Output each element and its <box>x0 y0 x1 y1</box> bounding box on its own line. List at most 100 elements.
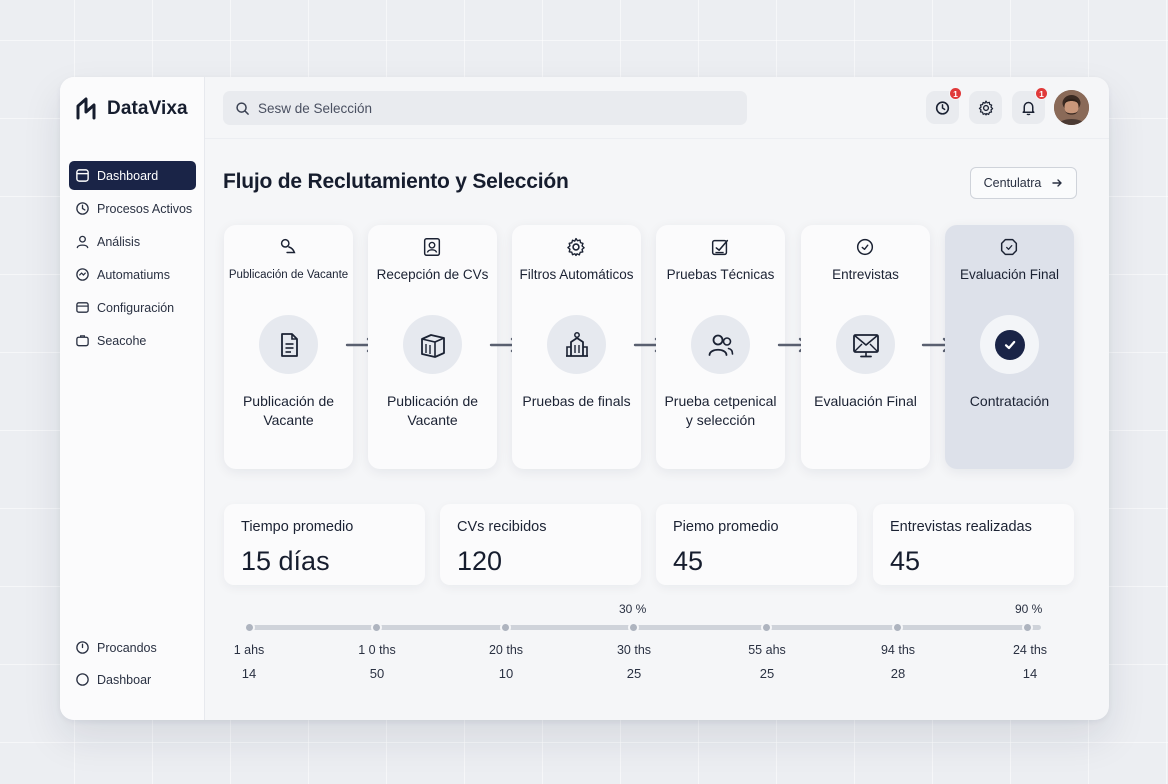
circle-icon <box>76 673 89 686</box>
arrow-right-icon <box>1052 179 1063 187</box>
timeline-point-value: 14 <box>241 666 257 681</box>
stat-label: Tiempo promedio <box>241 519 354 535</box>
app-window: DataVixa Dashboard Procesos Activos Anál… <box>60 77 1109 720</box>
stage-subtitle: Pruebas de finals <box>522 393 631 409</box>
sidebar-bottom-nav: Procandos Dashboar <box>69 633 196 697</box>
gear-icon <box>564 235 588 259</box>
stage-icon-circle <box>259 315 318 374</box>
timeline-point[interactable] <box>892 622 903 633</box>
sidebar-item-configuracion[interactable]: Configuración <box>69 293 196 322</box>
sidebar-nav: Dashboard Procesos Activos Análisis Auto… <box>69 161 196 359</box>
clock-icon <box>76 202 89 215</box>
stage-title: Publicación de Vacante <box>228 269 349 281</box>
sidebar-item-label: Configuración <box>97 300 175 315</box>
stage-card-evaluacion-final[interactable]: Evaluación Final Contratación <box>945 225 1074 469</box>
id-card-icon <box>420 235 444 259</box>
stage-icon-circle <box>691 315 750 374</box>
timeline-point-value: 25 <box>759 666 775 681</box>
timeline-point-label: 55 ahs <box>748 643 786 657</box>
users-icon <box>708 334 733 356</box>
sidebar-item-seacohe[interactable]: Seacohe <box>69 326 196 355</box>
timeline-point-label: 1 0 ths <box>358 643 396 657</box>
stage-title: Filtros Automáticos <box>519 267 634 282</box>
config-icon <box>76 302 89 313</box>
avatar[interactable] <box>1054 90 1089 125</box>
timeline-point-value: 25 <box>626 666 642 681</box>
timeline-point[interactable] <box>761 622 772 633</box>
box-icon <box>420 333 445 358</box>
timeline-point[interactable] <box>1022 622 1033 633</box>
notifications-button[interactable]: 1 <box>1012 87 1048 124</box>
dashboard-icon <box>76 169 89 182</box>
stat-label: Entrevistas realizadas <box>890 519 1032 535</box>
timeline-point[interactable] <box>500 622 511 633</box>
sidebar-item-label: Dashboard <box>97 168 159 183</box>
stage-card-pruebas[interactable]: Pruebas Técnicas Prueba cetpenical y sel… <box>656 225 785 469</box>
stat-card-tiempo: Tiempo promedio 15 días <box>224 504 425 585</box>
user-icon <box>76 235 89 249</box>
timeline-point-value: 28 <box>890 666 906 681</box>
timeline-point[interactable] <box>244 622 255 633</box>
sidebar-item-dashboar[interactable]: Dashboar <box>69 665 196 694</box>
cta-label: Centulatra <box>983 176 1042 190</box>
stage-subtitle: Publicación de Vacante <box>386 393 479 428</box>
stage-title: Evaluación Final <box>959 267 1060 282</box>
gear-icon <box>978 100 993 115</box>
timeline-percent-label: 30 % <box>619 602 647 616</box>
stage-card-publicacion[interactable]: Publicación de Vacante Publicación de Va… <box>224 225 353 469</box>
top-bar: 1 1 <box>205 77 1109 139</box>
notification-badge: 1 <box>949 87 962 100</box>
sidebar-item-dashboard[interactable]: Dashboard <box>69 161 196 190</box>
sidebar: DataVixa Dashboard Procesos Activos Anál… <box>60 77 205 720</box>
stat-card-cvs: CVs recibidos 120 <box>440 504 641 585</box>
stage-card-filtros[interactable]: Filtros Automáticos Pruebas de finals <box>512 225 641 469</box>
cta-button[interactable]: Centulatra <box>970 167 1077 199</box>
timeline-point-label: 1 ahs <box>233 643 265 657</box>
logo-icon <box>76 97 96 120</box>
sidebar-item-procandos[interactable]: Procandos <box>69 633 196 662</box>
stage-subtitle: Contratación <box>969 393 1050 409</box>
stage-card-entrevistas[interactable]: Entrevistas Evaluación Final <box>801 225 930 469</box>
page-title: Flujo de Reclutamiento y Selección <box>223 170 569 193</box>
history-button[interactable]: 1 <box>926 87 962 124</box>
stat-card-piemo: Piemo promedio 45 <box>656 504 857 585</box>
search-icon <box>236 101 249 115</box>
stage-icon-circle <box>836 315 895 374</box>
stage-subtitle: Prueba cetpenical y selección <box>664 393 777 428</box>
sidebar-item-label: Análisis <box>97 234 141 249</box>
megaphone-icon <box>276 235 300 259</box>
timeline-point-label: 20 ths <box>488 643 524 657</box>
clock-icon <box>935 101 950 115</box>
stat-card-entrevistas: Entrevistas realizadas 45 <box>873 504 1074 585</box>
notification-badge: 1 <box>1035 87 1048 100</box>
building-icon <box>565 331 588 357</box>
avatar-image <box>1054 90 1089 125</box>
clock-icon <box>853 235 877 259</box>
logo-text: DataVixa <box>107 98 188 119</box>
timeline-point[interactable] <box>371 622 382 633</box>
stage-title: Recepción de CVs <box>376 267 489 282</box>
document-icon <box>280 332 298 357</box>
sidebar-item-procesos-activos[interactable]: Procesos Activos <box>69 194 196 223</box>
sidebar-item-label: Procesos Activos <box>97 201 193 216</box>
timeline-point[interactable] <box>628 622 639 633</box>
stage-title: Entrevistas <box>832 267 899 282</box>
sidebar-item-label: Seacohe <box>97 333 147 348</box>
monitor-mail-icon <box>852 333 879 357</box>
stage-card-recepcion[interactable]: Recepción de CVs Publicación de Vacante <box>368 225 497 469</box>
checklist-icon <box>708 235 732 259</box>
settings-button[interactable] <box>969 91 1002 124</box>
timeline-point-value: 14 <box>1022 666 1038 681</box>
automation-icon <box>76 268 89 281</box>
timeline-point-label: 24 ths <box>1012 643 1048 657</box>
timeline-percent-label: 90 % <box>1015 602 1043 616</box>
sidebar-item-automatiums[interactable]: Automatiums <box>69 260 196 289</box>
sidebar-item-analisis[interactable]: Análisis <box>69 227 196 256</box>
stage-subtitle: Publicación de Vacante <box>242 393 335 428</box>
stat-value: 15 días <box>241 546 330 576</box>
search-input[interactable] <box>258 100 718 116</box>
logo[interactable]: DataVixa <box>75 96 188 122</box>
sidebar-item-label: Dashboar <box>97 672 152 687</box>
search-bar <box>223 91 747 125</box>
timeline-point-value: 50 <box>369 666 385 681</box>
